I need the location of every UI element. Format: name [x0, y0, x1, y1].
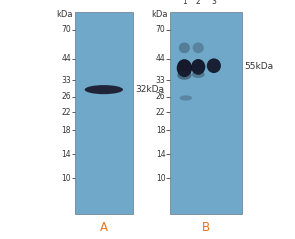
Text: 1: 1 — [182, 0, 187, 6]
Text: 33: 33 — [156, 76, 165, 85]
Text: kDa: kDa — [151, 10, 168, 19]
Ellipse shape — [177, 59, 192, 77]
Text: 70: 70 — [61, 25, 71, 34]
Ellipse shape — [85, 85, 123, 94]
Text: 70: 70 — [156, 25, 165, 34]
Text: 10: 10 — [156, 174, 165, 183]
Text: 32kDa: 32kDa — [135, 85, 164, 94]
Text: kDa: kDa — [57, 10, 73, 19]
Ellipse shape — [180, 95, 192, 101]
Ellipse shape — [192, 71, 205, 78]
Text: 3: 3 — [212, 0, 216, 6]
Text: 22: 22 — [156, 108, 165, 117]
Text: 14: 14 — [61, 150, 71, 159]
Bar — [170, 12, 242, 214]
Text: 14: 14 — [156, 150, 165, 159]
Text: 44: 44 — [156, 54, 165, 63]
Ellipse shape — [179, 43, 190, 53]
Text: 26: 26 — [61, 92, 71, 101]
Ellipse shape — [207, 58, 221, 73]
Text: 10: 10 — [61, 174, 71, 183]
Text: 18: 18 — [62, 126, 71, 135]
Text: 44: 44 — [61, 54, 71, 63]
Text: 26: 26 — [156, 92, 165, 101]
Text: 33: 33 — [61, 76, 71, 85]
Ellipse shape — [191, 59, 205, 75]
Text: 2: 2 — [196, 0, 201, 6]
Text: 22: 22 — [62, 108, 71, 117]
Text: 18: 18 — [156, 126, 165, 135]
Text: 55kDa: 55kDa — [244, 62, 273, 71]
Text: B: B — [202, 221, 210, 234]
Ellipse shape — [193, 43, 204, 53]
Bar — [75, 12, 133, 214]
Ellipse shape — [177, 71, 191, 80]
Text: A: A — [100, 221, 108, 234]
